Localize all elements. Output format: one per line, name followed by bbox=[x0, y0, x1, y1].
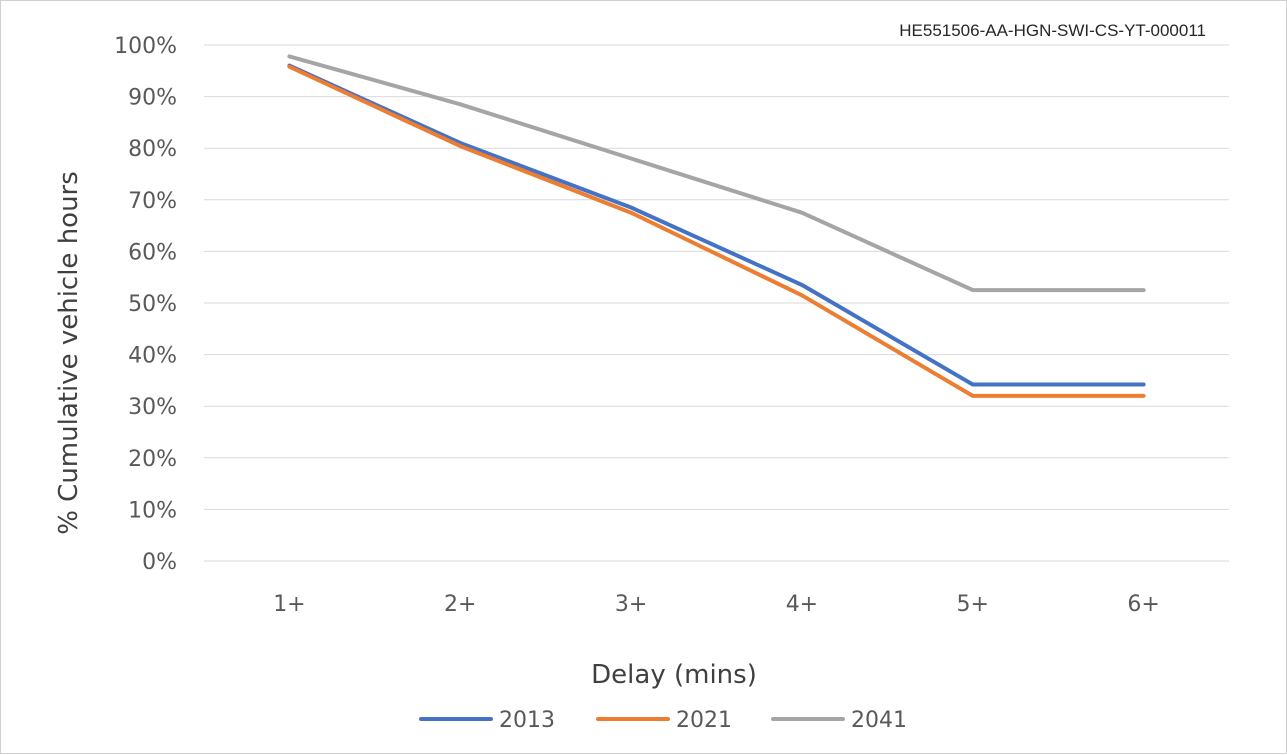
y-tick-label: 0% bbox=[142, 550, 177, 575]
x-tick-label: 6+ bbox=[1127, 592, 1159, 617]
y-tick-label: 100% bbox=[114, 34, 177, 59]
y-axis-tick-labels: 0% 10% 20% 30% 40% 50% 60% 70% 80% 90% 100% bbox=[114, 34, 177, 575]
y-tick-label: 90% bbox=[128, 86, 177, 111]
legend-label-2041: 2041 bbox=[851, 708, 907, 733]
series-line-2041 bbox=[287, 54, 1146, 293]
series-lines bbox=[287, 54, 1146, 398]
x-tick-label: 1+ bbox=[273, 592, 305, 617]
x-tick-label: 3+ bbox=[615, 592, 647, 617]
document-code: HE551506-AA-HGN-SWI-CS-YT-000011 bbox=[899, 21, 1206, 40]
x-tick-label: 2+ bbox=[444, 592, 476, 617]
y-tick-label: 10% bbox=[128, 498, 177, 523]
y-tick-label: 50% bbox=[128, 292, 177, 317]
x-tick-label: 4+ bbox=[786, 592, 818, 617]
y-axis-title: % Cumulative vehicle hours bbox=[54, 171, 84, 535]
legend-label-2013: 2013 bbox=[499, 708, 555, 733]
y-tick-label: 70% bbox=[128, 189, 177, 214]
x-axis-tick-labels: 1+ 2+ 3+ 4+ 5+ 6+ bbox=[273, 592, 1160, 617]
series-line-2013 bbox=[287, 63, 1146, 387]
gridlines bbox=[204, 44, 1229, 562]
y-tick-label: 80% bbox=[128, 137, 177, 162]
legend-label-2021: 2021 bbox=[676, 708, 732, 733]
series-line-2021 bbox=[287, 64, 1146, 398]
x-axis-title: Delay (mins) bbox=[591, 660, 757, 690]
y-tick-label: 20% bbox=[128, 447, 177, 472]
legend: 2013 2021 2041 bbox=[419, 708, 907, 733]
y-tick-label: 60% bbox=[128, 240, 177, 265]
y-tick-label: 40% bbox=[128, 344, 177, 369]
x-tick-label: 5+ bbox=[957, 592, 989, 617]
y-tick-label: 30% bbox=[128, 395, 177, 420]
